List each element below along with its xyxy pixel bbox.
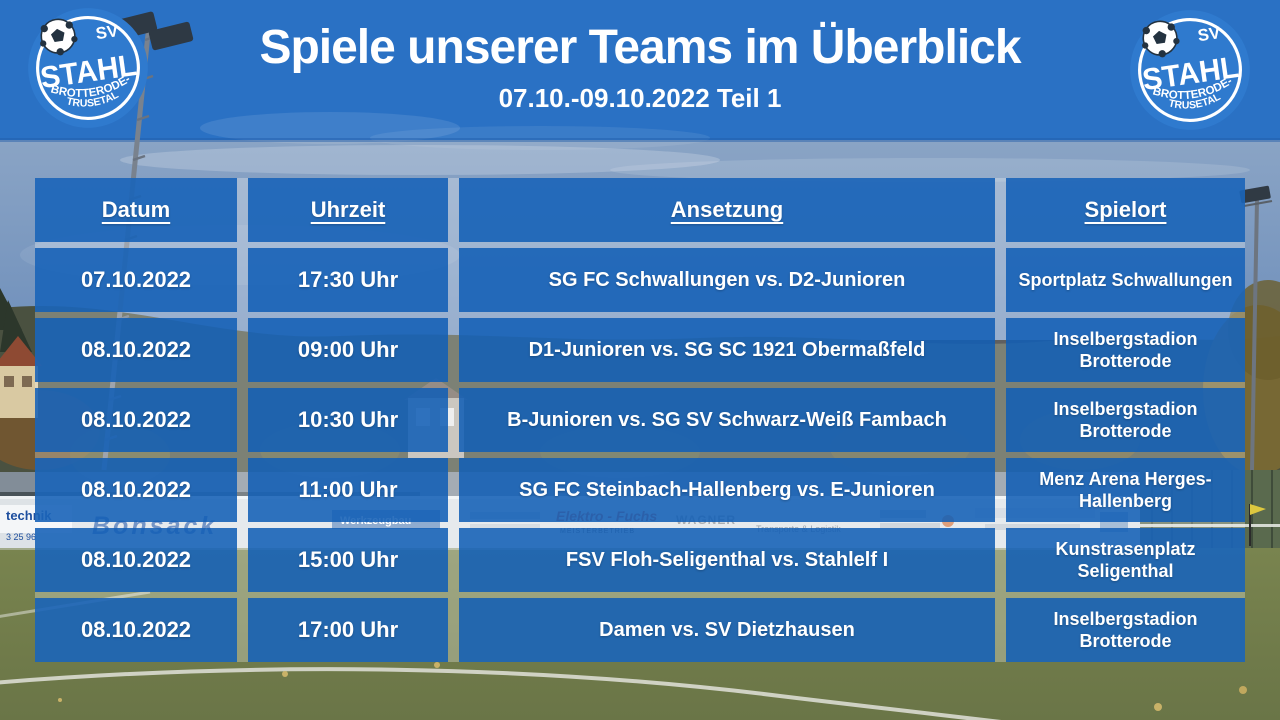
schedule-table: Datum Uhrzeit Ansetzung Spielort 07.10.2… [35,178,1245,662]
cell-ansetzung: FSV Floh-Seligenthal vs. Stahlelf I [459,528,995,592]
cell-spielort: Inselbergstadion Brotterode [1006,318,1245,382]
soccer-ball-icon [40,18,78,56]
cell-ansetzung: SG FC Schwallungen vs. D2-Junioren [459,248,995,312]
cell-spielort: Inselbergstadion Brotterode [1006,598,1245,662]
page-subtitle: 07.10.-09.10.2022 Teil 1 [498,82,782,113]
cell-uhrzeit: 15:00 Uhr [248,528,448,592]
cell-uhrzeit: 10:30 Uhr [248,388,448,452]
page-title: Spiele unserer Teams im Überblick [259,21,1021,74]
cell-uhrzeit: 17:00 Uhr [248,598,448,662]
cell-uhrzeit: 11:00 Uhr [248,458,448,522]
sponsor-phone: 3 25 96 [6,532,36,542]
cell-ansetzung: Damen vs. SV Dietzhausen [459,598,995,662]
house-left [0,336,42,418]
cell-ansetzung: B-Junioren vs. SG SV Schwarz-Weiß Fambac… [459,388,995,452]
cell-datum: 08.10.2022 [35,458,237,522]
soccer-ball-icon [1142,20,1180,58]
logo-prefix: SV [1197,23,1223,45]
cell-spielort: Kunstrasenplatz Seligenthal [1006,528,1245,592]
header-cell-ansetzung: Ansetzung [459,178,995,242]
club-logo-left: SV STAHL BROTTERODE- TRUSETAL [25,5,151,131]
corner-flag [1249,504,1266,546]
cell-ansetzung: D1-Junioren vs. SG SC 1921 Obermaßfeld [459,318,995,382]
cell-spielort: Inselbergstadion Brotterode [1006,388,1245,452]
floodlight-right [1239,185,1273,471]
cell-spielort: Sportplatz Schwallungen [1006,248,1245,312]
club-logo-right: SV STAHL BROTTERODE- TRUSETAL [1127,7,1253,133]
cell-ansetzung: SG FC Steinbach-Hallenberg vs. E-Juniore… [459,458,995,522]
cell-datum: 08.10.2022 [35,528,237,592]
cell-datum: 08.10.2022 [35,388,237,452]
cell-datum: 07.10.2022 [35,248,237,312]
cell-uhrzeit: 17:30 Uhr [248,248,448,312]
title-band [0,0,1280,150]
logo-prefix: SV [95,21,121,43]
cell-spielort: Menz Arena Herges-Hallenberg [1006,458,1245,522]
cell-datum: 08.10.2022 [35,598,237,662]
header-cell-datum: Datum [35,178,237,242]
cell-datum: 08.10.2022 [35,318,237,382]
header-cell-uhrzeit: Uhrzeit [248,178,448,242]
cell-uhrzeit: 09:00 Uhr [248,318,448,382]
header-cell-spielort: Spielort [1006,178,1245,242]
